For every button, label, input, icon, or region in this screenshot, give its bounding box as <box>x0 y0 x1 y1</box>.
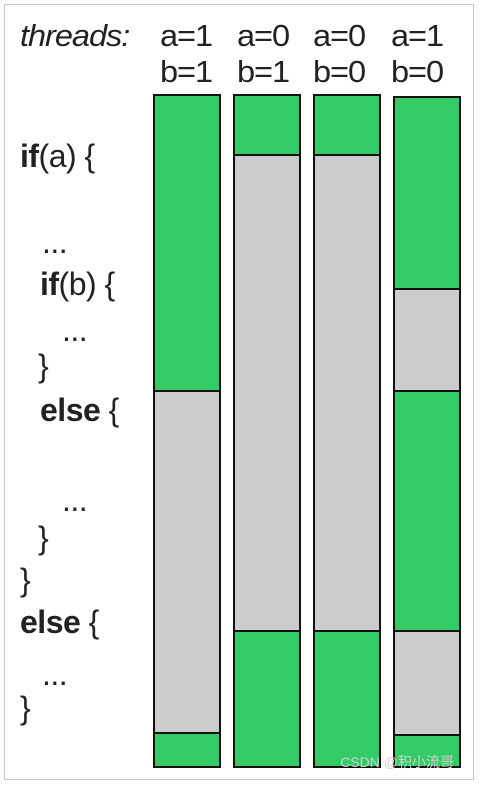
else-brace: { <box>80 604 100 640</box>
code-line-close-brace-4: } <box>20 690 31 726</box>
thread-column-a1-b0 <box>393 96 461 768</box>
code-line-ellipsis-4: ... <box>42 656 68 692</box>
column-3-b-label: b=0 <box>313 54 366 89</box>
column-2-a-label: a=0 <box>237 18 290 53</box>
diagram-frame <box>4 4 474 780</box>
inactive-segment <box>155 390 219 732</box>
code-line-close-brace-1: } <box>38 348 49 384</box>
if-keyword: if <box>40 266 59 302</box>
inactive-segment <box>235 154 299 630</box>
column-2-b-label: b=1 <box>237 54 290 89</box>
code-line-close-brace-3: } <box>20 562 31 598</box>
active-segment <box>155 732 219 766</box>
code-line-if-b: if(b) { <box>40 268 115 300</box>
active-segment <box>315 96 379 154</box>
thread-column-a1-b1 <box>153 94 221 768</box>
active-segment <box>155 96 219 390</box>
active-segment <box>315 630 379 766</box>
code-line-else-outer: else { <box>20 606 99 638</box>
if-a-condition: (a) { <box>38 138 96 174</box>
else-keyword: else <box>20 604 81 640</box>
code-line-else-inner: else { <box>40 394 119 426</box>
if-b-condition: (b) { <box>58 266 116 302</box>
inactive-segment <box>315 154 379 630</box>
column-3-a-label: a=0 <box>313 18 366 53</box>
code-line-ellipsis-3: ... <box>62 482 88 518</box>
else-brace: { <box>100 392 120 428</box>
active-segment <box>395 98 459 288</box>
else-keyword: else <box>40 392 101 428</box>
thread-column-a0-b1 <box>233 94 301 768</box>
threads-label: threads: <box>20 18 130 53</box>
code-line-if-a: if(a) { <box>20 140 95 172</box>
thread-column-a0-b0 <box>313 94 381 768</box>
watermark: CSDN @积小流哥 <box>340 754 454 770</box>
if-keyword: if <box>20 138 39 174</box>
column-4-b-label: b=0 <box>391 54 444 89</box>
inactive-segment <box>395 288 459 390</box>
active-segment <box>395 390 459 630</box>
active-segment <box>395 734 459 766</box>
code-line-close-brace-2: } <box>38 520 49 556</box>
inactive-segment <box>395 630 459 734</box>
active-segment <box>235 96 299 154</box>
column-1-a-label: a=1 <box>160 18 213 53</box>
active-segment <box>235 630 299 766</box>
code-line-ellipsis-1: ... <box>42 224 68 260</box>
column-4-a-label: a=1 <box>391 18 444 53</box>
code-line-ellipsis-2: ... <box>62 312 88 348</box>
column-1-b-label: b=1 <box>160 54 213 89</box>
